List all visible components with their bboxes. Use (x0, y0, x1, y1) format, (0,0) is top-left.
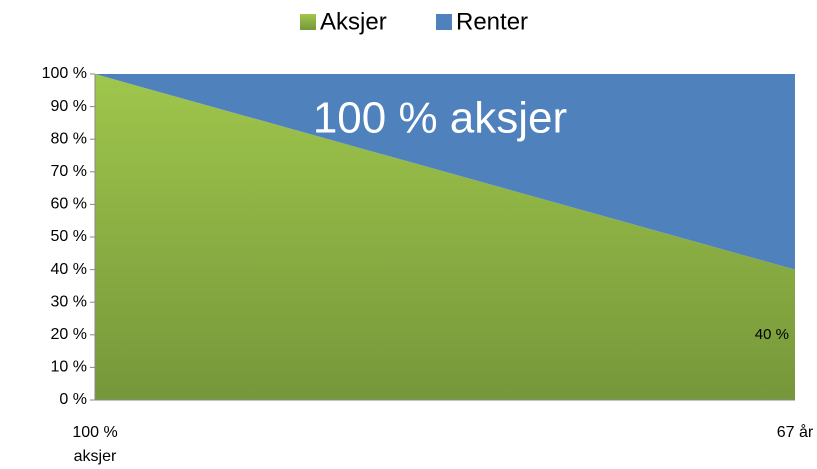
legend-swatch (300, 14, 316, 30)
x-tick-label: 100 % aksjer (72, 424, 118, 465)
y-tick-label: 40 % (51, 261, 87, 278)
area (95, 74, 795, 270)
y-tick-label: 80 % (51, 130, 87, 147)
y-tick-label: 0 % (59, 391, 87, 408)
legend-label: Renter (456, 8, 528, 35)
y-tick-label: 20 % (51, 326, 87, 343)
y-tick-label: 10 % (51, 359, 87, 376)
y-tick-label: 100 % (42, 65, 87, 82)
y-tick-label: 90 % (51, 98, 87, 115)
legend-swatch (436, 14, 452, 30)
annotation: 100 % aksjer (313, 94, 567, 143)
area (95, 74, 795, 400)
y-tick-label: 70 % (51, 163, 87, 180)
x-tick-label: 67 år (776, 424, 814, 441)
y-tick-label: 60 % (51, 196, 87, 213)
y-tick-label: 30 % (51, 293, 87, 310)
y-tick-label: 50 % (51, 228, 87, 245)
legend-label: Aksjer (320, 8, 387, 35)
data-label: 40 % (755, 326, 789, 343)
